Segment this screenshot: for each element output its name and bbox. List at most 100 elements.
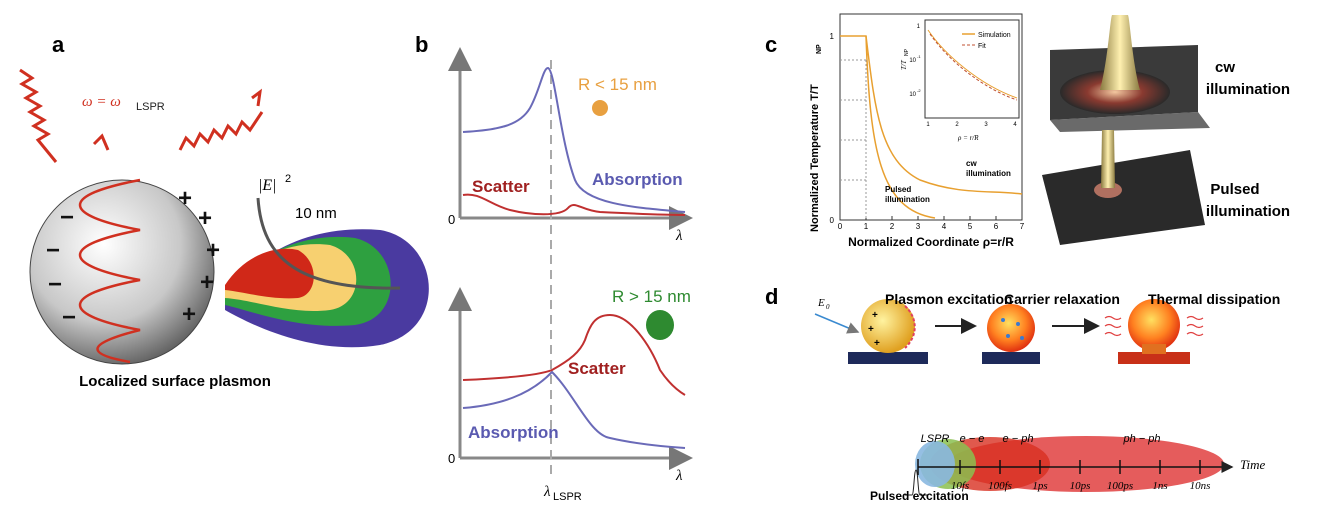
size-label: R > 15 nm bbox=[612, 287, 691, 306]
legend-entry: Fit bbox=[978, 43, 986, 50]
field-label: |E| bbox=[258, 177, 277, 194]
field-sub: 0 bbox=[826, 303, 830, 311]
y-tick-label: 0 bbox=[830, 216, 835, 225]
marker-label: λ bbox=[543, 484, 551, 500]
tick-label: 100ps bbox=[1107, 480, 1133, 492]
carrier bbox=[1001, 318, 1005, 322]
frequency-sub: LSPR bbox=[136, 101, 165, 113]
incident-wave bbox=[20, 70, 56, 162]
caption: Pulsed excitation bbox=[870, 489, 969, 503]
group bbox=[460, 50, 690, 458]
regime-label: e − ph bbox=[1003, 433, 1034, 445]
field-lobe bbox=[225, 249, 314, 299]
carrier bbox=[1006, 334, 1010, 338]
inset-x-label: ρ = r/R bbox=[957, 134, 979, 142]
arrow-head bbox=[252, 92, 260, 106]
curve-label: Scatter bbox=[568, 359, 626, 378]
neck bbox=[1142, 344, 1166, 354]
field-arrow bbox=[815, 314, 858, 332]
regime-label: LSPR bbox=[921, 433, 950, 445]
charge: + bbox=[200, 269, 214, 296]
curve-label: Absorption bbox=[468, 423, 559, 442]
legend-entry: Simulation bbox=[978, 32, 1011, 39]
distance: 10 nm bbox=[295, 205, 337, 222]
charge: − bbox=[48, 271, 62, 298]
x-tick-label: 4 bbox=[942, 222, 947, 231]
charge: + bbox=[178, 185, 192, 212]
curve-label: Scatter bbox=[472, 177, 530, 196]
axis-label: λ bbox=[675, 228, 683, 244]
panel-label: c bbox=[765, 32, 777, 57]
marker-sub: LSPR bbox=[553, 491, 582, 503]
substrate bbox=[982, 352, 1040, 364]
charge: + bbox=[868, 324, 874, 335]
field-label: E bbox=[817, 297, 825, 309]
substrate bbox=[848, 352, 928, 364]
x-tick-label: 5 bbox=[968, 222, 973, 231]
heat-peak bbox=[1101, 130, 1115, 188]
scatter-curve bbox=[463, 195, 685, 215]
x-tick-label: 0 bbox=[838, 222, 843, 231]
panel-label: b bbox=[415, 32, 428, 57]
curve-label: illumination bbox=[966, 169, 1011, 178]
inset-y-sub: NP bbox=[904, 48, 910, 56]
axis-zero: 0 bbox=[448, 212, 455, 227]
step-label: Carrier relaxation bbox=[1004, 291, 1120, 307]
x-tick-label: 2 bbox=[890, 222, 895, 231]
y-tick-label: 1 bbox=[830, 32, 835, 41]
inset-tick-sup: -1 bbox=[917, 54, 921, 59]
inset-tick: 2 bbox=[955, 122, 959, 128]
image-label: illumination bbox=[1206, 203, 1290, 220]
image-label: illumination bbox=[1206, 81, 1290, 98]
tick-label: 10ns bbox=[1190, 480, 1211, 492]
particle bbox=[987, 304, 1035, 352]
step-label: Plasmon excitation bbox=[885, 291, 1013, 307]
tick-label: 10ps bbox=[1070, 480, 1091, 492]
lspr-range bbox=[915, 441, 955, 487]
axis-label: λ bbox=[675, 468, 683, 484]
y-axis-label: Normalized Temperature T/T bbox=[809, 84, 821, 232]
x-axis-label: Normalized Coordinate ρ=r/R bbox=[848, 235, 1014, 249]
figure: a ω = ω LSPR |E| 2 10 nm − − − − + + + +… bbox=[0, 0, 1324, 506]
guide-lines bbox=[840, 60, 866, 220]
frequency: ω = ω bbox=[82, 94, 121, 110]
size-label: R < 15 nm bbox=[578, 75, 657, 94]
x-tick-label: 6 bbox=[994, 222, 999, 231]
curve-label: illumination bbox=[885, 195, 930, 204]
x-tick-label: 7 bbox=[1020, 222, 1025, 231]
tick-label: 100fs bbox=[988, 480, 1012, 492]
charge: − bbox=[62, 304, 76, 331]
charge: + bbox=[872, 310, 878, 321]
curve-label: Pulsed bbox=[885, 185, 911, 194]
scattered-wave bbox=[180, 112, 262, 150]
charge: + bbox=[182, 301, 196, 328]
curve-label: cw bbox=[966, 159, 977, 168]
axis-zero: 0 bbox=[448, 451, 455, 466]
tick-label: 1ns bbox=[1152, 480, 1167, 492]
axis-label: Time bbox=[1240, 457, 1266, 472]
inset-tick: 10 bbox=[909, 58, 916, 64]
inset-tick: 3 bbox=[984, 122, 988, 128]
y-axis-sub: NP bbox=[816, 44, 823, 54]
x-tick-label: 1 bbox=[864, 222, 869, 231]
charge: − bbox=[46, 237, 60, 264]
inset-tick-sup: -2 bbox=[917, 88, 921, 93]
tick-label: 1ps bbox=[1032, 480, 1047, 492]
step-label: Thermal dissipation bbox=[1148, 291, 1280, 307]
carrier bbox=[1020, 336, 1024, 340]
image-label: Pulsed bbox=[1210, 181, 1259, 198]
caption: Localized surface plasmon bbox=[79, 373, 271, 390]
particle-large bbox=[646, 310, 674, 340]
charge: + bbox=[206, 237, 220, 264]
charge: + bbox=[198, 205, 212, 232]
field-sup: 2 bbox=[285, 173, 291, 185]
inset-tick: 1 bbox=[926, 122, 930, 128]
curve-label: Absorption bbox=[592, 170, 683, 189]
inset-y-label: T/T bbox=[900, 59, 908, 70]
regime-label: e − e bbox=[960, 433, 985, 445]
surface-pulsed bbox=[1042, 150, 1205, 245]
panel-label: a bbox=[52, 32, 65, 57]
group: 1 2 3 4 bbox=[926, 122, 1017, 128]
image-label: cw bbox=[1215, 59, 1235, 76]
carrier bbox=[1016, 322, 1020, 326]
